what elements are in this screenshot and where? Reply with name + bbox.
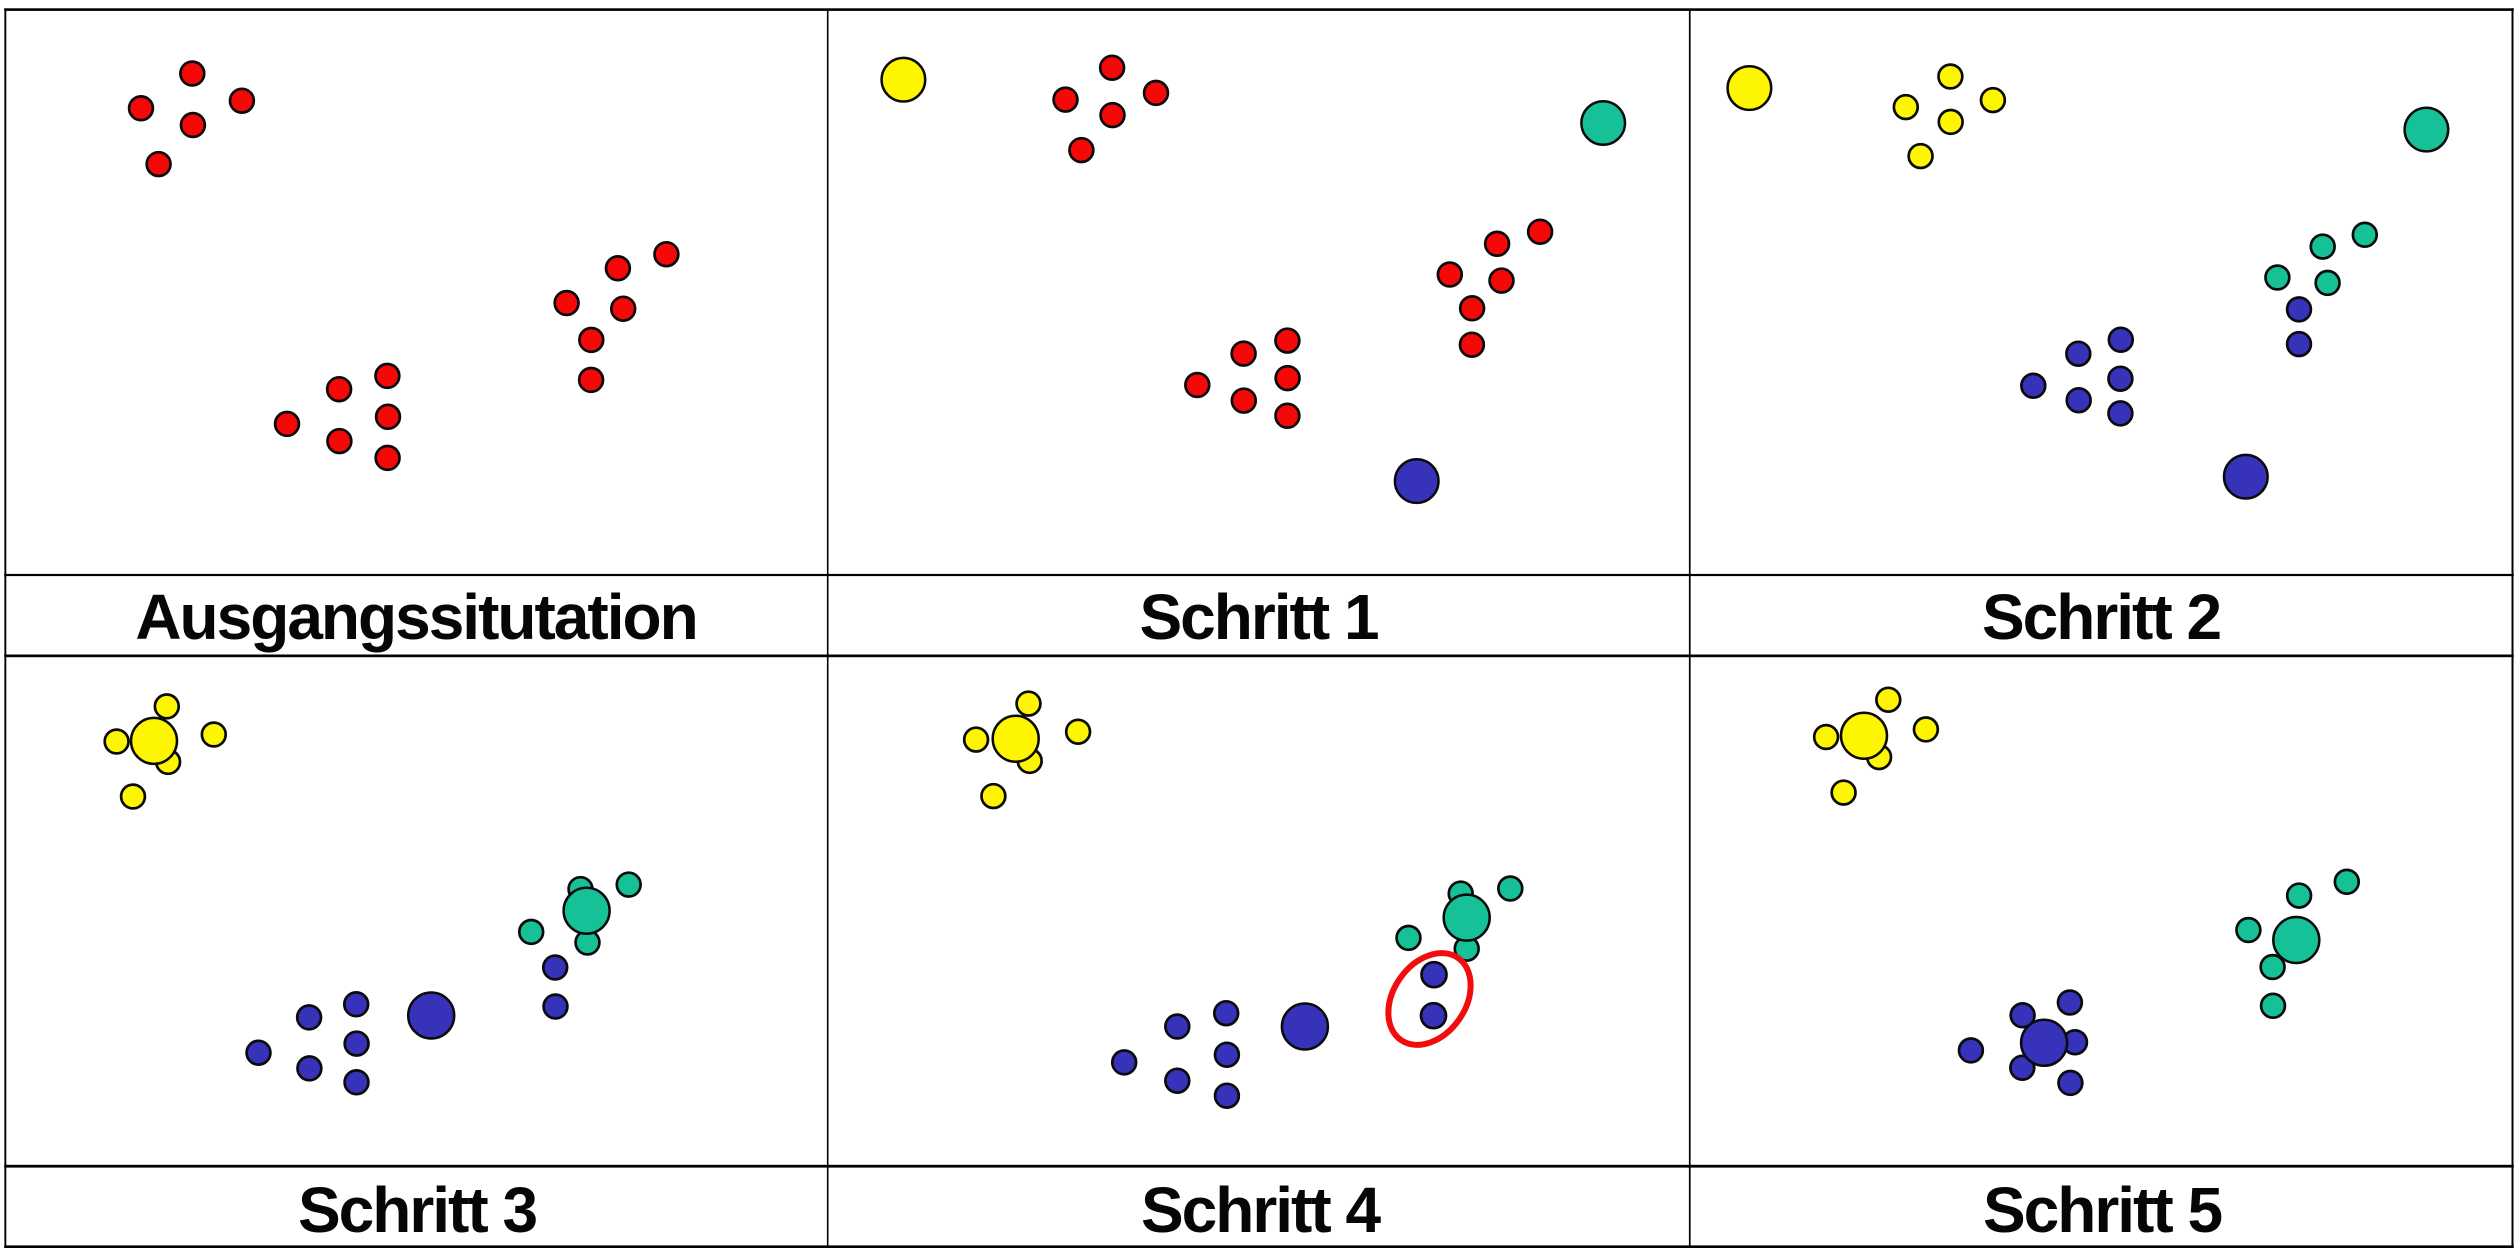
- svg-text:Schritt 5: Schritt 5: [1983, 1174, 2221, 1246]
- svg-text:Schritt 2: Schritt 2: [1982, 581, 2220, 653]
- svg-text:Schritt 4: Schritt 4: [1141, 1174, 1381, 1246]
- svg-text:Ausgangssitutation: Ausgangssitutation: [135, 581, 696, 653]
- svg-text:Schritt 1: Schritt 1: [1139, 581, 1377, 653]
- svg-text:Schritt 3: Schritt 3: [298, 1174, 536, 1246]
